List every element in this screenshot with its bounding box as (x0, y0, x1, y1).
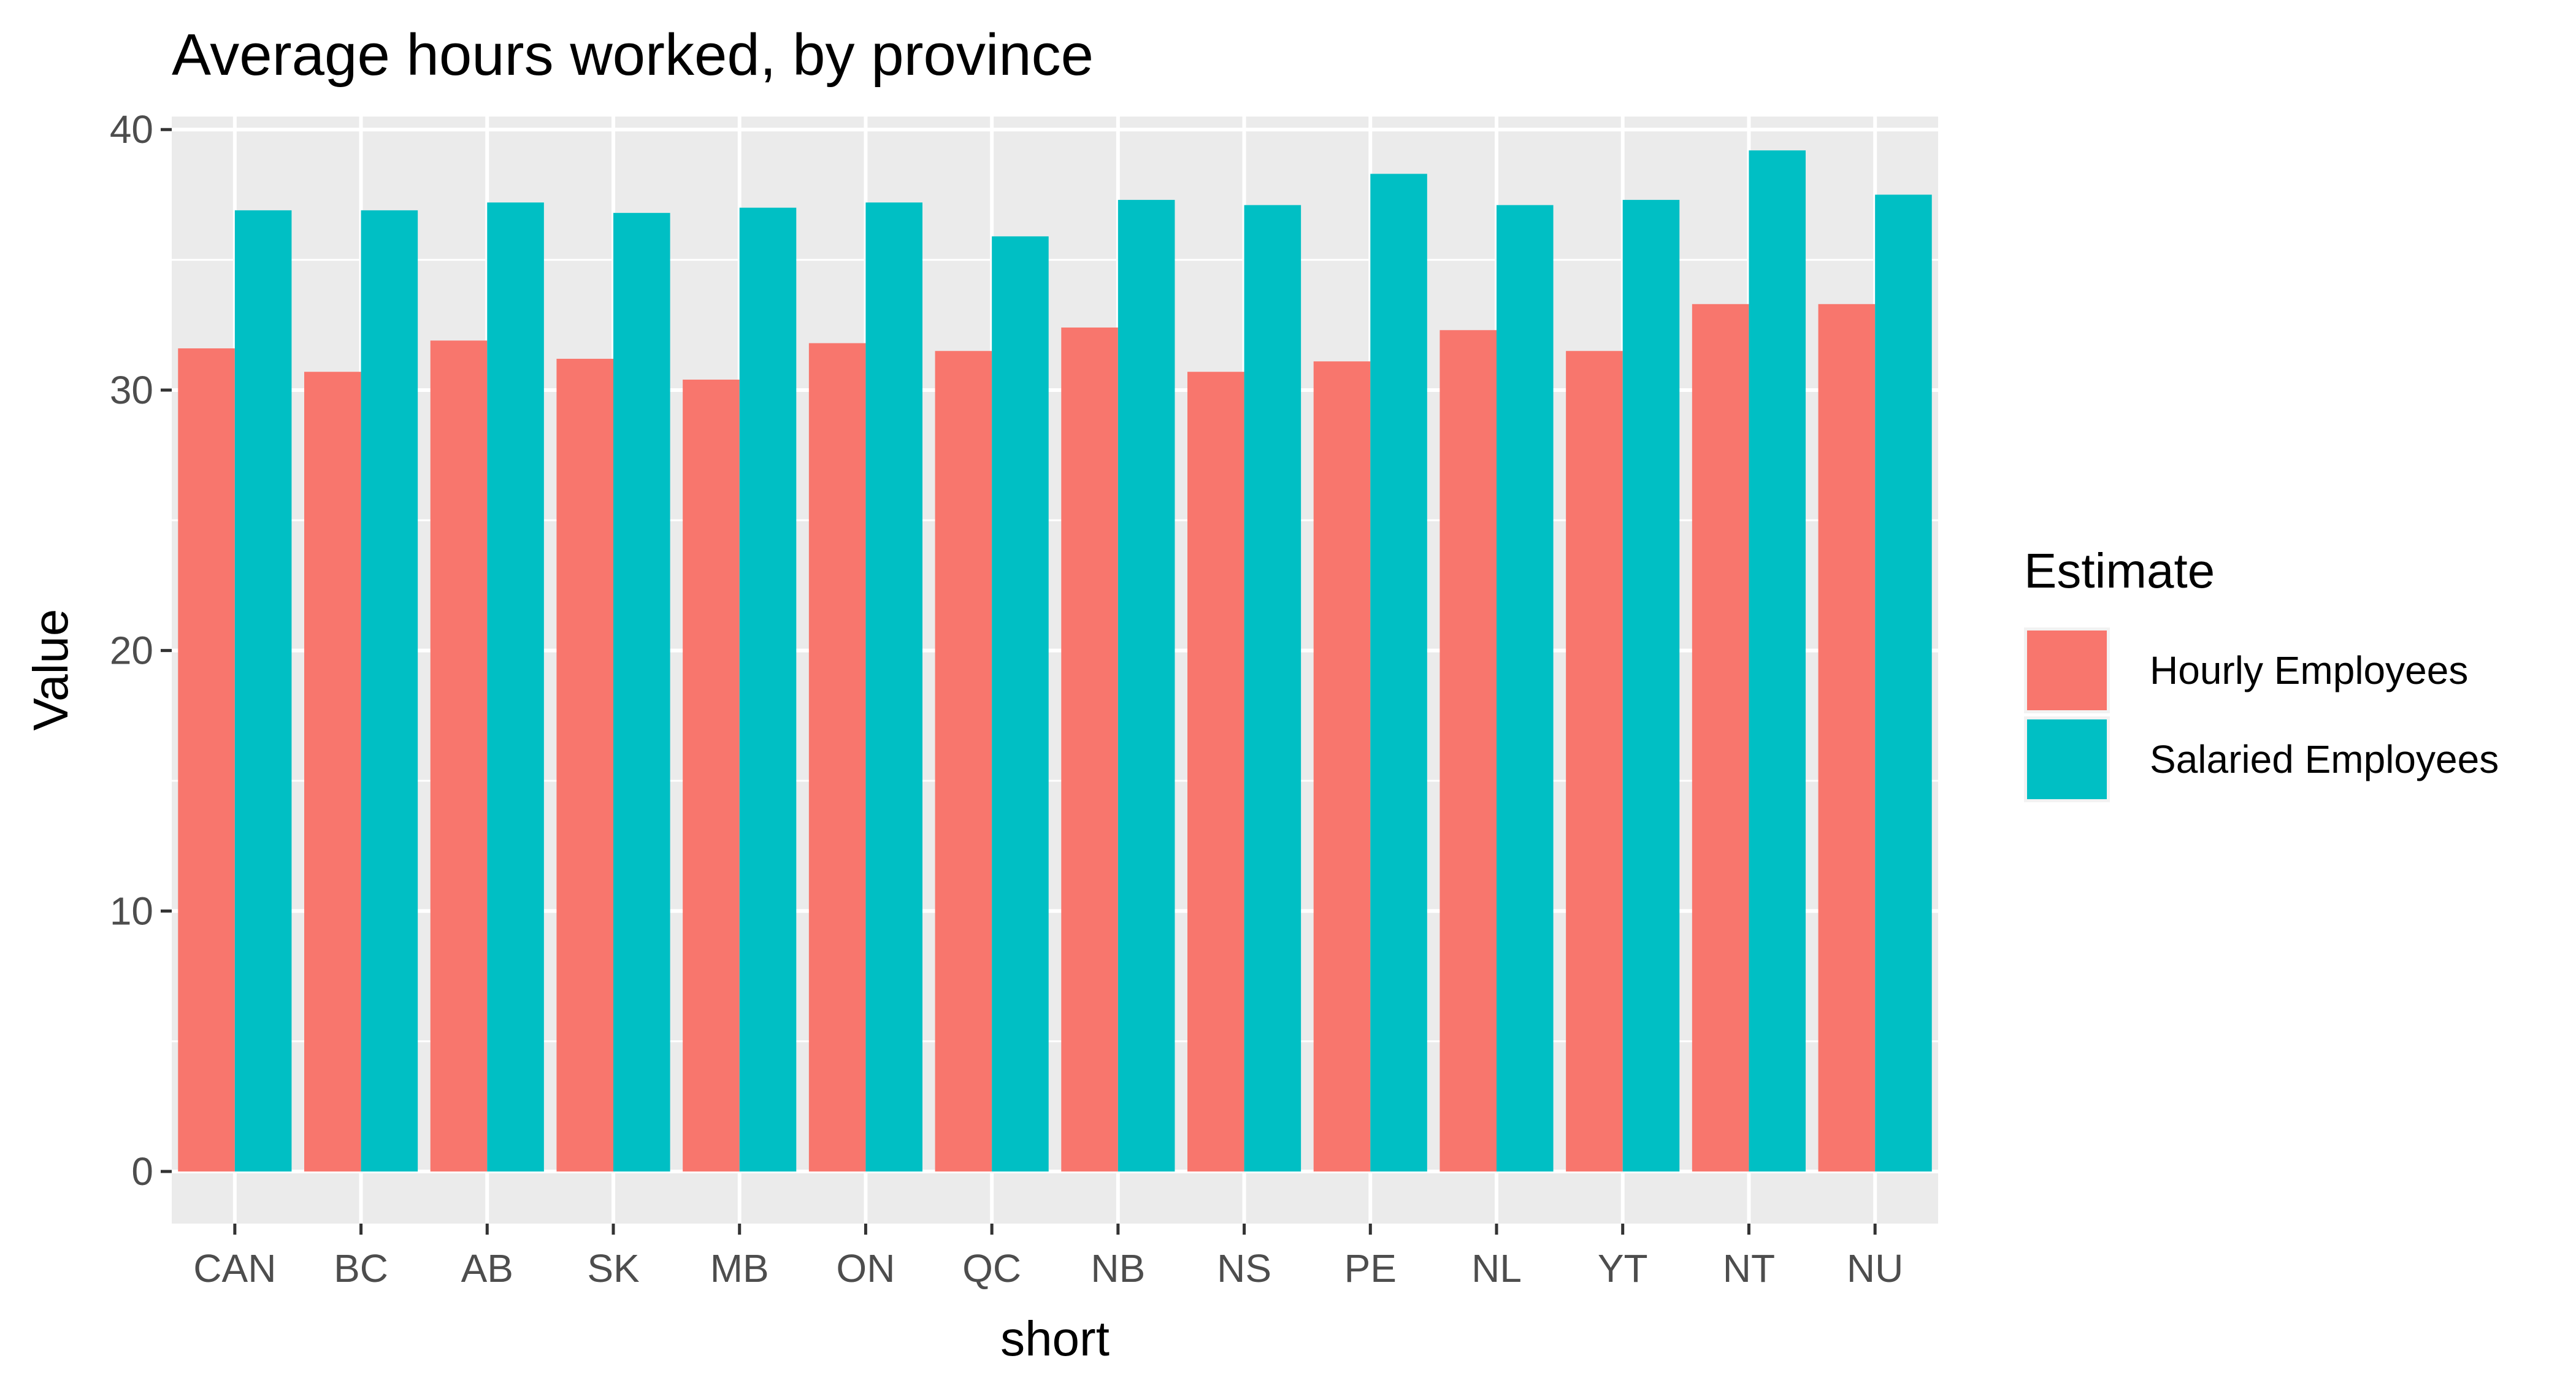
bar-salaried-nu (1875, 194, 1932, 1172)
bar-hourly-can (178, 348, 235, 1172)
bar-hourly-qc (935, 351, 992, 1172)
bar-hourly-nu (1818, 304, 1876, 1172)
bar-hourly-mb (683, 379, 740, 1172)
y-tick-label: 40 (110, 107, 153, 151)
legend-items: Hourly Employees Salaried Employees (2024, 627, 2499, 802)
bar-salaried-can (234, 210, 292, 1172)
y-axis: 0 10 20 30 40 (110, 107, 172, 1194)
bar-salaried-sk (613, 213, 670, 1172)
legend: Estimate Hourly Employees Salaried Employ… (2024, 543, 2499, 802)
y-tick-label: 20 (110, 629, 153, 673)
legend-key-swatch (2027, 719, 2107, 799)
bar-hourly-nl (1439, 330, 1497, 1172)
bar-salaried-pe (1370, 174, 1427, 1172)
bar-salaried-nb (1117, 199, 1175, 1172)
x-tick-label-yt: YT (1598, 1246, 1648, 1290)
bar-salaried-on (865, 202, 922, 1172)
x-tick-label-nl: NL (1471, 1246, 1522, 1290)
y-axis-title: Value (23, 609, 78, 731)
bar-salaried-ns (1244, 205, 1301, 1172)
x-tick-label-sk: SK (587, 1246, 639, 1290)
x-tick-label-nb: NB (1091, 1246, 1145, 1290)
bar-hourly-pe (1313, 361, 1371, 1172)
bar-hourly-bc (304, 372, 361, 1172)
x-tick-label-ns: NS (1217, 1246, 1271, 1290)
x-tick-label-nt: NT (1723, 1246, 1775, 1290)
y-tick-label: 0 (131, 1149, 153, 1194)
bar-salaried-qc (992, 236, 1049, 1172)
legend-label-salaried: Salaried Employees (2150, 737, 2499, 781)
bar-salaried-ab (487, 202, 544, 1172)
legend-key-swatch (2027, 631, 2107, 710)
bar-salaried-yt (1622, 199, 1680, 1172)
bar-salaried-nt (1749, 150, 1806, 1172)
x-axis: CAN BC AB SK MB ON QC NB NS PE NL YT NT NU (193, 1224, 1903, 1290)
y-tick-label: 30 (110, 368, 153, 412)
bar-hourly-ns (1187, 372, 1244, 1172)
x-tick-label-mb: MB (710, 1246, 769, 1290)
legend-title: Estimate (2024, 543, 2215, 598)
bar-hourly-on (808, 343, 866, 1172)
x-tick-label-qc: QC (962, 1246, 1021, 1290)
bar-salaried-mb (739, 207, 797, 1172)
x-tick-label-bc: BC (334, 1246, 388, 1290)
x-axis-title: short (1000, 1311, 1110, 1366)
bar-hourly-nt (1692, 304, 1749, 1172)
bar-salaried-bc (361, 210, 418, 1172)
bar-hourly-yt (1566, 351, 1623, 1172)
x-tick-label-pe: PE (1344, 1246, 1397, 1290)
bar-salaried-nl (1497, 205, 1554, 1172)
bars (178, 150, 1932, 1172)
bar-hourly-ab (430, 340, 488, 1172)
bar-hourly-nb (1061, 328, 1118, 1172)
y-tick-label: 10 (110, 889, 153, 933)
chart-title: Average hours worked, by province (172, 22, 1094, 88)
x-tick-label-nu: NU (1847, 1246, 1903, 1290)
legend-label-hourly: Hourly Employees (2150, 648, 2468, 692)
x-tick-label-on: ON (836, 1246, 895, 1290)
bar-hourly-sk (556, 358, 613, 1172)
x-tick-label-can: CAN (193, 1246, 276, 1290)
x-tick-label-ab: AB (461, 1246, 513, 1290)
